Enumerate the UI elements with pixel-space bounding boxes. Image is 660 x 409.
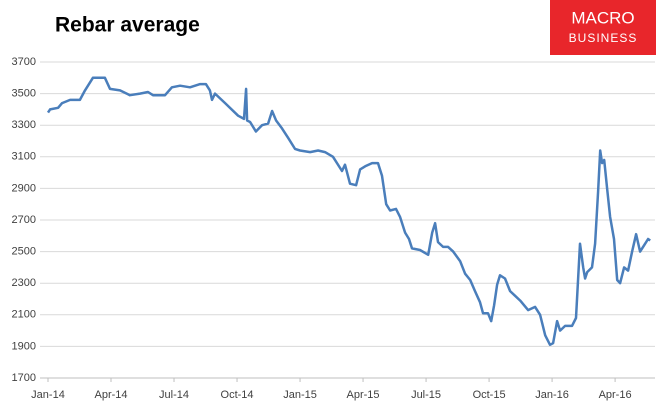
logo-text: BUSINESS [569,31,638,45]
y-tick-label: 2700 [12,214,36,226]
x-tick-label: Jan-15 [283,389,317,401]
x-tick-label: Apr-16 [599,389,632,401]
line-series [46,76,651,347]
y-tick-label: 1900 [12,340,36,352]
logo-box [550,0,656,55]
y-tick-label: 2100 [12,309,36,321]
chart-title: Rebar average [55,14,200,37]
x-tick-label: Jan-14 [31,389,65,401]
y-tick-label: 2500 [12,246,36,258]
x-tick-label: Apr-15 [347,389,380,401]
logo-text: MACRO [571,8,634,27]
x-tick-label: Jul-14 [159,389,189,401]
x-tick-label: Oct-15 [473,389,506,401]
y-tick-label: 3300 [12,119,36,131]
x-tick-label: Jan-16 [535,389,569,401]
x-tick-label: Jul-15 [411,389,441,401]
y-tick-label: 3100 [12,151,36,163]
y-tick-label: 2900 [12,182,36,194]
y-tick-label: 2300 [12,277,36,289]
x-tick-label: Apr-14 [94,389,127,401]
y-tick-label: 3700 [12,56,36,68]
x-tick-label: Oct-14 [221,389,254,401]
y-tick-label: 1700 [12,372,36,384]
y-tick-label: 3500 [12,88,36,100]
